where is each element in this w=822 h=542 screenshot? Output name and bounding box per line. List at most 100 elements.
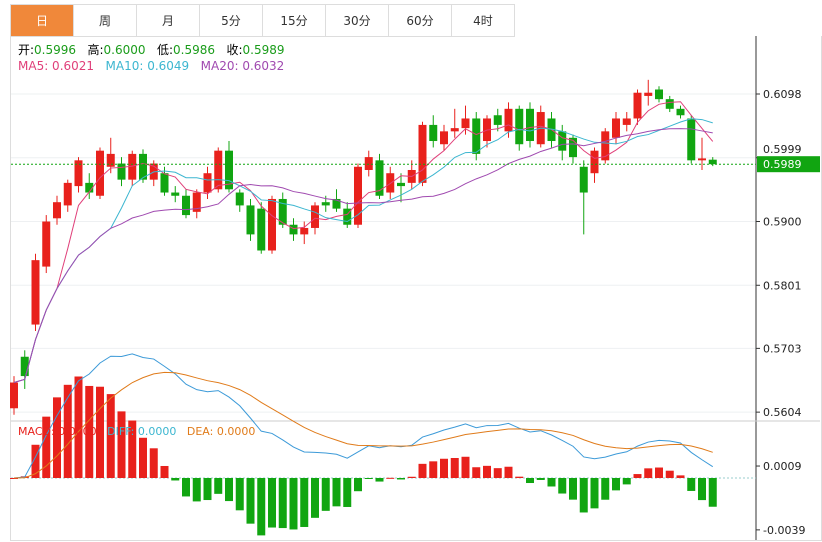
candle-body (461, 118, 470, 129)
candle-body (472, 118, 481, 154)
macd-value: MACD: 0.0000 (18, 425, 97, 438)
macd-bar (354, 478, 362, 492)
open-value: 0.5996 (34, 43, 77, 57)
macd-bar (708, 478, 717, 507)
candle-body (289, 224, 298, 235)
candle-body (235, 192, 244, 206)
macd-bar (590, 478, 599, 509)
price-tick-label: 0.5604 (763, 406, 802, 419)
candle-body (687, 118, 696, 161)
macd-info: MACD: 0.0000 DIFF: 0.0000 DEA: 0.0000 (18, 425, 255, 438)
candle-body (418, 124, 427, 183)
macd-bar (633, 474, 642, 478)
candle-body (332, 198, 341, 209)
candle-body (429, 124, 438, 142)
macd-bar (601, 478, 610, 500)
candle-body (171, 192, 180, 196)
candle-body (192, 192, 201, 212)
candle-body (665, 99, 674, 109)
macd-bar (515, 476, 524, 478)
macd-bar (53, 397, 61, 478)
macd-bar (321, 478, 330, 511)
candle-body (612, 118, 620, 138)
macd-bar (644, 468, 653, 478)
candle-body (321, 202, 330, 206)
candle-body (278, 198, 287, 225)
candle-body (708, 159, 717, 165)
macd-bar (139, 437, 147, 478)
macd-bar (440, 458, 448, 478)
dea-line (13, 371, 713, 479)
macd-bar (117, 411, 126, 478)
macd-bar (536, 478, 545, 480)
macd-bar (655, 467, 663, 478)
tab-5[interactable]: 30分 (326, 5, 389, 36)
macd-bar (214, 478, 223, 494)
candle-body (579, 166, 588, 193)
candle-body (569, 137, 577, 158)
candle-body (515, 108, 524, 145)
candle-body (698, 158, 706, 161)
macd-bar (246, 478, 255, 524)
macd-bar (461, 456, 470, 478)
candle-body (601, 131, 610, 161)
ma20-line (13, 128, 713, 383)
current-price-badge (757, 156, 820, 173)
candle-body (644, 92, 653, 96)
ma10-line (13, 118, 713, 383)
candle-body (214, 150, 223, 190)
candle-body (106, 153, 115, 167)
ohlc-info: 开:0.5996 高:0.6000 低:0.5986 收:0.5989 MA5:… (18, 42, 285, 74)
price-tick-label: 0.5900 (763, 216, 802, 229)
macd-bar (547, 478, 556, 487)
macd-bar (526, 478, 534, 484)
macd-bar (364, 478, 373, 479)
macd-bar (235, 478, 244, 511)
macd-bar (225, 478, 233, 502)
macd-bar (10, 478, 18, 479)
candle-body (493, 115, 502, 125)
candle-body (63, 182, 72, 206)
macd-bar (698, 478, 706, 501)
tab-0[interactable]: 日 (11, 5, 74, 36)
tab-2[interactable]: 月 (137, 5, 200, 36)
macd-bar (687, 478, 696, 491)
ma20-value: MA20: 0.6032 (200, 59, 285, 73)
candle-body (655, 89, 663, 100)
close-value: 0.5989 (242, 43, 285, 57)
candle-body (633, 92, 642, 119)
macd-bar (676, 475, 685, 478)
tab-1[interactable]: 周 (74, 5, 137, 36)
candle-body (397, 182, 405, 187)
macd-bar (504, 466, 513, 478)
close-label: 收: (226, 43, 243, 57)
candle-body (117, 163, 126, 180)
macd-bar (96, 386, 104, 478)
candle-body (440, 131, 448, 145)
tab-3[interactable]: 5分 (200, 5, 263, 36)
candle-body (504, 108, 513, 132)
tab-6[interactable]: 60分 (389, 5, 452, 36)
candle-body (590, 150, 599, 174)
tab-7[interactable]: 4时 (452, 5, 515, 36)
macd-bar (407, 476, 416, 478)
macd-bar (42, 416, 51, 478)
open-label: 开: (18, 43, 35, 57)
macd-bar (31, 444, 40, 478)
macd-bar (332, 478, 341, 507)
candle-body (225, 150, 233, 190)
macd-bar (300, 478, 309, 527)
macd-tick-label: -0.0039 (763, 524, 805, 537)
macd-bar (579, 478, 588, 513)
candle-body (160, 173, 169, 193)
candle-body (343, 208, 352, 225)
high-label: 高: (87, 43, 104, 57)
low-value: 0.5986 (173, 43, 216, 57)
macd-bar (268, 478, 276, 528)
macd-bar (171, 478, 180, 481)
macd-bar (558, 478, 567, 494)
tab-4[interactable]: 15分 (263, 5, 326, 36)
macd-bar (289, 478, 298, 530)
candle-body (42, 221, 51, 267)
